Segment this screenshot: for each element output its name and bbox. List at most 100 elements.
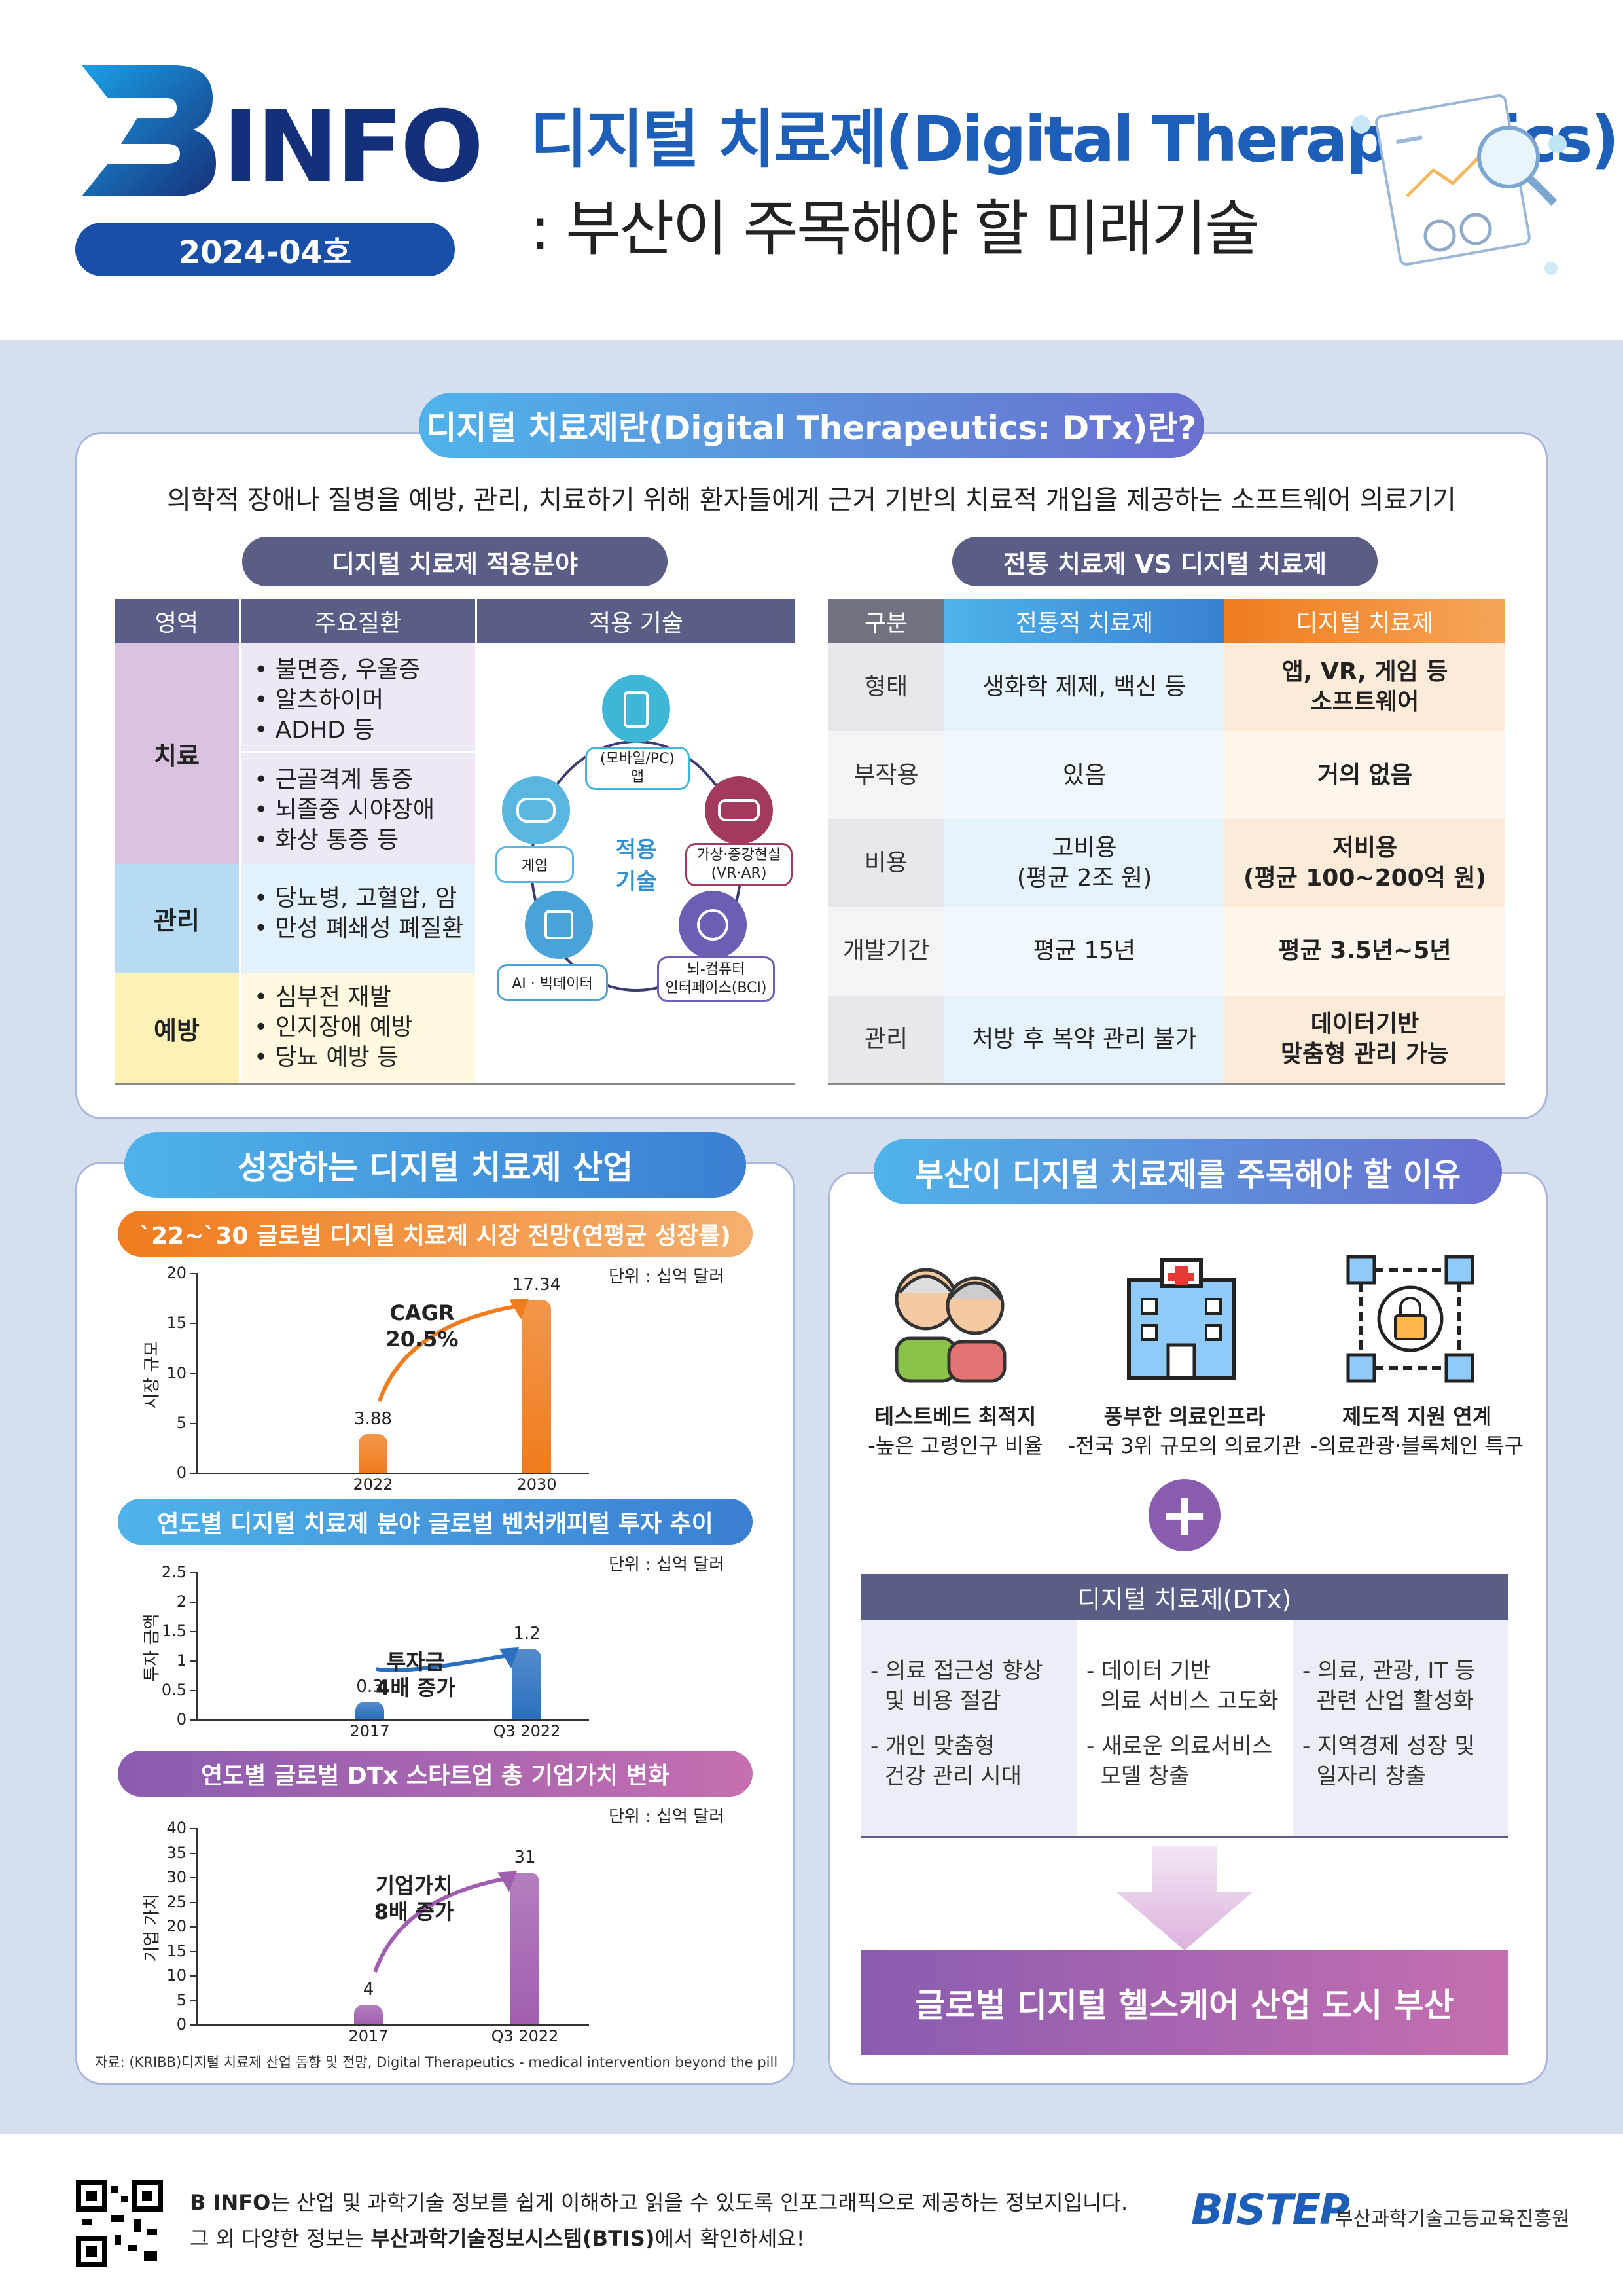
- compare-cell: 개발기간: [828, 907, 944, 996]
- chart-unit: 단위 : 십억 달러: [609, 1267, 725, 1287]
- y-axis: [196, 1572, 198, 1719]
- y-tick: [190, 1975, 196, 1977]
- disease-item: • 당뇨병, 고혈압, 암: [254, 885, 457, 912]
- reason-sub-infra: -전국 3위 규모의 의료기관: [1067, 1433, 1302, 1458]
- y-tick-label: 25: [166, 1892, 187, 1911]
- disease-list-prevention: • 심부전 재발 • 인지장애 예방 • 당뇨 예방 등: [241, 973, 475, 1083]
- disease-item: • 뇌졸중 시야장애: [254, 797, 435, 823]
- compare-cell: 처방 후 복약 관리 불가: [944, 995, 1224, 1083]
- y-tick: [190, 1926, 196, 1928]
- disease-list-treatment-2: • 근골격계 통증 • 뇌졸중 시야장애 • 화상 통증 등: [241, 753, 475, 864]
- benefit-item: - 의료, 관광, IT 등 관련 산업 활성화: [1302, 1658, 1476, 1714]
- tech-center-label: 적용 기술: [615, 837, 657, 895]
- reasons-title: 부산이 디지털 치료제를 주목해야 할 이유: [874, 1139, 1502, 1204]
- area-prevention: 예방: [115, 973, 239, 1083]
- chart-annotation: CAGR 20.5%: [385, 1300, 459, 1352]
- compare-cell: 평균 15년: [944, 907, 1224, 996]
- y-tick-label: 35: [166, 1843, 187, 1862]
- y-tick: [190, 1422, 196, 1424]
- ai-chip-icon: [544, 910, 573, 939]
- chart-annotation: 투자금 4배 증가: [376, 1649, 455, 1700]
- disease-item: • 불면증, 우울증: [254, 656, 421, 683]
- y-tick-label: 30: [166, 1868, 187, 1886]
- y-tick: [190, 2000, 196, 2001]
- tech-mobile-app: (모바일/PC) 앱: [585, 747, 690, 790]
- footer-line1: B INFO는 산업 및 과학기술 정보를 쉽게 이해하고 읽을 수 있도록 인…: [190, 2186, 1128, 2216]
- chart-bar: [510, 1872, 539, 2024]
- y-tick-label: 1: [176, 1651, 187, 1670]
- chart-title: `22~`30 글로벌 디지털 치료제 시장 전망(연평균 성장률): [118, 1211, 753, 1257]
- y-tick-label: 40: [166, 1819, 187, 1837]
- chart-unit: 단위 : 십억 달러: [609, 1555, 725, 1575]
- hospital-icon: [1127, 1258, 1236, 1380]
- dtx-header: 디지털 치료제(DTx): [861, 1574, 1508, 1620]
- y-tick-label: 15: [166, 1314, 187, 1333]
- fields-header-disease: 주요질환: [241, 599, 475, 643]
- data-label: 31: [514, 1847, 536, 1867]
- compare-cell: 부작용: [828, 731, 944, 819]
- benefit-item: - 지역경제 성장 및 일자리 창출: [1302, 1733, 1475, 1789]
- fields-header-area: 영역: [115, 599, 239, 643]
- footer-line2-post: 에서 확인하세요!: [654, 2226, 805, 2251]
- disease-item: • 화상 통증 등: [254, 827, 399, 853]
- y-tick: [190, 1719, 196, 1721]
- y-tick: [190, 1828, 196, 1829]
- y-tick: [190, 1660, 196, 1662]
- disease-item: • 만성 폐쇄성 폐질환: [254, 915, 464, 942]
- y-tick-label: 10: [166, 1966, 187, 1984]
- y-tick: [190, 1572, 196, 1573]
- footer: B INFO는 산업 및 과학기술 정보를 쉽게 이해하고 읽을 수 있도록 인…: [0, 2134, 1623, 2296]
- benefit-item: - 의료 접근성 향상 및 비용 절감: [870, 1658, 1043, 1714]
- compare-cell: 생화학 제제, 백신 등: [944, 643, 1224, 732]
- y-tick-label: 5: [176, 1990, 187, 2009]
- area-management: 관리: [115, 864, 239, 973]
- tech-diagram: (모바일/PC) 앱 게임 가상·증강현실 (VR·AR) AI · 빅데이터 …: [477, 643, 795, 1083]
- benefit-column: [1077, 1620, 1293, 1836]
- x-axis: [196, 1473, 589, 1474]
- chart-bar: [355, 1702, 384, 1719]
- chart-bar: [522, 1299, 551, 1473]
- data-label: 4: [363, 1980, 374, 2000]
- reason-title-support: 제도적 지원 연계: [1342, 1404, 1492, 1429]
- vr-headset-icon: [718, 799, 760, 821]
- y-tick: [190, 1473, 196, 1474]
- compare-header-category: 구분: [828, 599, 944, 643]
- disease-list-treatment-1: • 불면증, 우울증 • 알츠하이머 • ADHD 등: [241, 643, 475, 751]
- btis-link[interactable]: 부산과학기술정보시스템(BTIS): [370, 2226, 655, 2251]
- fields-table: 영역 주요질환 적용 기술 치료 • 불면증, 우울증 • 알츠하이머 • AD…: [115, 599, 795, 1085]
- arrow-down-icon: [1116, 1846, 1253, 1950]
- y-tick: [190, 1950, 196, 1952]
- y-tick: [190, 1901, 196, 1903]
- y-tick-label: 0: [176, 1710, 187, 1729]
- benefit-column: [861, 1620, 1077, 1836]
- y-tick: [190, 1372, 196, 1374]
- compare-header-traditional: 전통적 치료제: [944, 599, 1224, 643]
- y-tick-label: 5: [176, 1413, 187, 1432]
- table-bottom-rule: [828, 1083, 1505, 1085]
- reason-sub-support: -의료관광·블록체인 특구: [1310, 1433, 1524, 1458]
- org-logo: BISTEP: [1191, 2186, 1350, 2234]
- x-tick-label: 2017: [349, 1722, 390, 1740]
- footer-brand: B INFO: [190, 2190, 271, 2215]
- compare-cell: 고비용 (평균 2조 원): [944, 819, 1224, 908]
- gamepad-icon: [516, 798, 556, 823]
- disease-item: • ADHD 등: [254, 717, 375, 744]
- mobile-icon: [624, 691, 649, 728]
- chart-title: 연도별 글로벌 DTx 스타트업 총 기업가치 변화: [118, 1751, 753, 1797]
- y-tick: [190, 1602, 196, 1603]
- y-tick-label: 15: [166, 1941, 187, 1960]
- elderly-couple-icon: [895, 1268, 1007, 1383]
- plus-icon: +: [1149, 1479, 1221, 1551]
- disease-item: • 심부전 재발: [254, 984, 391, 1011]
- y-tick: [190, 1273, 196, 1274]
- y-tick-label: 2.5: [161, 1563, 187, 1581]
- data-label: 17.34: [512, 1274, 562, 1295]
- compare-cell: 형태: [828, 643, 944, 732]
- y-tick-label: 0: [176, 2015, 187, 2034]
- issue-badge: 2024-04호: [75, 223, 455, 276]
- qr-code-icon[interactable]: [75, 2179, 164, 2268]
- x-axis: [196, 1719, 589, 1721]
- fields-title: 디지털 치료제 적용분야: [242, 537, 668, 586]
- x-tick-label: Q3 2022: [491, 2027, 559, 2045]
- data-label: 0.3: [356, 1677, 383, 1696]
